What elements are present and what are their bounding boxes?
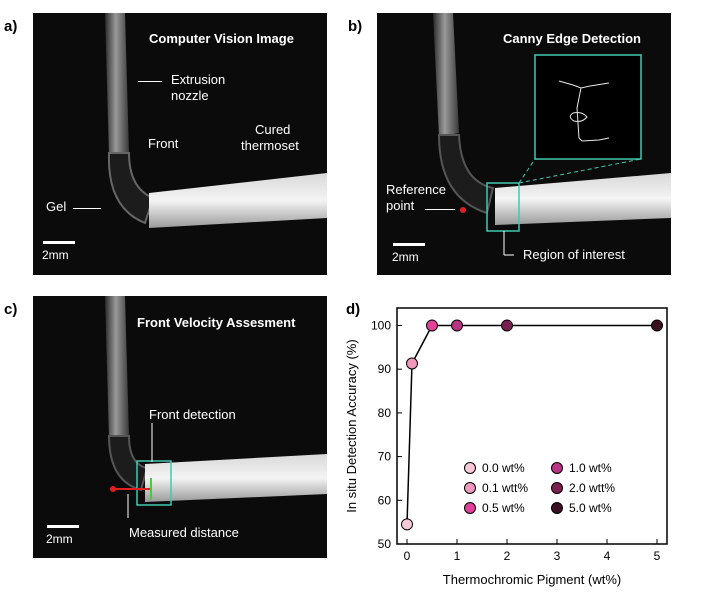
scale-bar-c — [47, 525, 79, 528]
front-detection-label: Front detection — [149, 407, 236, 422]
legend-marker — [551, 462, 563, 474]
x-tick-label: 2 — [504, 549, 511, 563]
gel-label: Gel — [46, 199, 67, 214]
accuracy-line — [406, 324, 657, 525]
y-tick-label: 60 — [378, 493, 392, 507]
y-tick-label: 80 — [378, 406, 392, 420]
data-point — [651, 319, 663, 332]
photo-b-graphic — [433, 13, 671, 256]
x-axis-label: Thermochromic Pigment (wt%) — [443, 572, 621, 587]
reference-label-line1: Reference — [386, 182, 446, 197]
scale-label-a: 2mm — [42, 248, 69, 262]
scale-bar-b — [393, 243, 425, 246]
photo-panel-b: Canny Edge Detection Reference point Reg… — [377, 13, 671, 275]
nozzle-pointer-line — [138, 81, 162, 82]
scale-label-b: 2mm — [392, 250, 419, 264]
y-tick-label: 70 — [378, 450, 392, 464]
legend-marker — [464, 482, 476, 494]
detection-box — [136, 460, 172, 506]
measured-distance-label: Measured distance — [129, 525, 239, 540]
legend-label: 1.0 wt% — [569, 461, 612, 475]
data-point — [406, 357, 418, 370]
legend-label: 0.5 wt% — [482, 501, 525, 515]
y-tick-label: 100 — [371, 318, 391, 332]
panel-a-title: Computer Vision Image — [149, 31, 294, 46]
x-tick-label: 1 — [454, 549, 461, 563]
y-axis-label: In situ Detection Accuracy (%) — [344, 339, 359, 512]
accuracy-chart: 0 1 2 3 4 5 50 60 70 80 90 100 Thermochromic Pigment… — [344, 307, 668, 587]
cured-label-line2: thermoset — [241, 138, 299, 153]
nozzle-label-line1: Extrusion — [171, 72, 226, 87]
gel-pointer-line — [73, 208, 101, 209]
roi-label: Region of interest — [523, 247, 625, 262]
legend-label: 5.0 wt% — [569, 501, 612, 515]
scale-label-c: 2mm — [46, 532, 73, 546]
reference-pointer-line — [425, 209, 455, 210]
data-point — [451, 319, 463, 332]
reference-point-marker-c — [110, 486, 116, 492]
legend-label: 0.0 wt% — [482, 461, 525, 475]
y-tick-label: 50 — [378, 537, 392, 551]
reference-label-line2: point — [386, 198, 415, 213]
x-tick-label: 4 — [604, 549, 611, 563]
panel-letter-c: c) — [4, 301, 18, 318]
nozzle-label-line2: nozzle — [171, 88, 209, 103]
panel-c-title: Front Velocity Assesment — [137, 315, 296, 330]
legend-marker — [464, 462, 476, 474]
plot-frame — [396, 307, 668, 545]
legend-marker — [551, 482, 563, 494]
panel-letter-a: a) — [4, 18, 18, 35]
photo-panel-c: Front Velocity Assesment Front detection… — [33, 296, 327, 558]
legend-label: 2.0 wtt% — [569, 481, 615, 495]
photo-c-graphic — [105, 296, 327, 518]
roi-box — [486, 182, 520, 232]
photo-a-graphic — [105, 13, 327, 228]
reference-point-marker — [460, 207, 466, 213]
zoom-inset — [534, 54, 642, 160]
panel-b-title: Canny Edge Detection — [503, 31, 641, 46]
photo-panel-a: Computer Vision Image Extrusion nozzle F… — [33, 13, 327, 275]
panel-letter-b: b) — [348, 18, 363, 35]
x-tick-label: 5 — [654, 549, 661, 563]
legend-marker — [464, 502, 476, 514]
legend-label: 0.1 wtt% — [482, 481, 528, 495]
x-tick-label: 0 — [404, 549, 411, 563]
data-point — [501, 319, 513, 332]
scale-bar-a — [43, 241, 75, 244]
data-point — [401, 518, 413, 531]
cured-label-line1: Cured — [255, 122, 291, 137]
x-tick-label: 3 — [554, 549, 561, 563]
y-tick-label: 90 — [378, 362, 392, 376]
data-point — [426, 319, 438, 332]
panel-letter-d: d) — [346, 301, 361, 318]
front-label: Front — [148, 136, 179, 151]
legend-marker — [551, 502, 563, 514]
